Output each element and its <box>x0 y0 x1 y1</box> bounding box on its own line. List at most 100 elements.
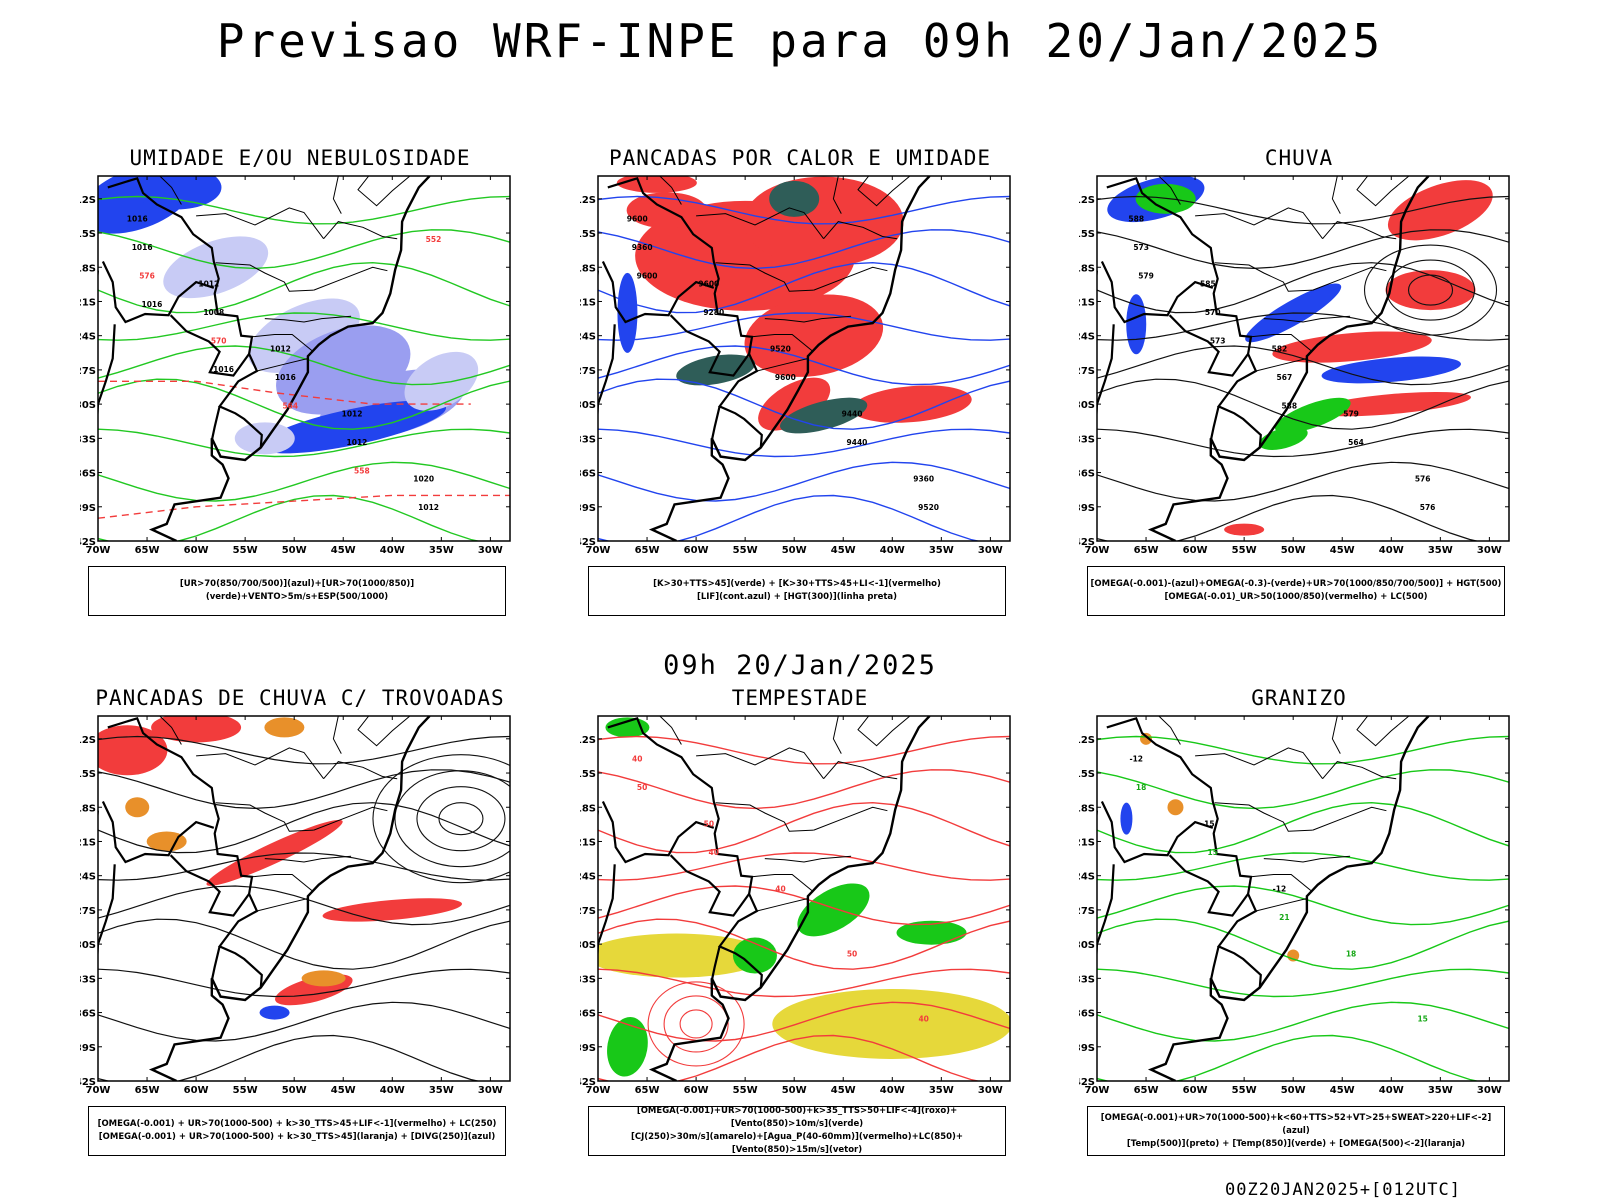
lon-label: 45W <box>831 545 856 556</box>
contour-line <box>598 1034 981 1081</box>
state-border <box>1263 855 1351 863</box>
lat-label: 39S <box>580 503 596 514</box>
contour-line <box>98 195 510 225</box>
lat-label: 21S <box>80 837 96 848</box>
state-border <box>1322 761 1397 780</box>
lat-label: 30S <box>80 400 96 411</box>
contour-label: 40 <box>632 755 642 764</box>
lat-label: 36S <box>580 469 596 480</box>
field-region <box>743 176 904 267</box>
legend-line: [CJ(250)>30m/s](amarelo)+[Agua_P(40-60mm… <box>630 1132 964 1155</box>
panel-title: PANCADAS DE CHUVA C/ TROVOADAS <box>95 686 505 710</box>
contour-line <box>598 312 1010 341</box>
lon-label: 70W <box>86 545 111 556</box>
field-region <box>617 272 638 353</box>
country-border <box>98 864 116 1014</box>
contour-label: 15 <box>1417 1015 1427 1024</box>
contour-label: 1012 <box>270 345 291 354</box>
country-border <box>101 261 215 324</box>
contour-line <box>438 802 484 836</box>
panel-umidade: UMIDADE E/OU NEBULOSIDADE 1016 1012 1012 10… <box>80 146 520 626</box>
lon-label: 30W <box>478 545 503 556</box>
state-border <box>857 176 911 207</box>
contour-line <box>98 345 510 386</box>
contour-line <box>372 754 510 884</box>
contour-label: 588 <box>1128 215 1144 224</box>
state-border <box>332 176 342 214</box>
thickness-line <box>98 494 510 519</box>
state-border <box>159 176 182 205</box>
thickness-line <box>98 380 471 405</box>
state-border <box>264 315 352 323</box>
lon-label: 65W <box>1134 545 1159 556</box>
field-region <box>744 294 884 377</box>
map-layer <box>98 716 510 1081</box>
field-region <box>151 716 242 743</box>
lat-label: 42S <box>80 1077 96 1088</box>
contour-label: 558 <box>354 467 370 476</box>
lon-label: 65W <box>1134 1085 1159 1096</box>
contour-label: 9360 <box>632 243 653 252</box>
lon-label: 70W <box>86 1085 111 1096</box>
map-tempestade: 40 50 40 50 40 50 40 12S 15S 18S 21S 24S 27S 30S 33S 36… <box>580 715 1011 1096</box>
country-border <box>1100 801 1214 864</box>
state-border <box>323 761 398 780</box>
lat-label: 33S <box>1079 434 1095 445</box>
state-border <box>1195 747 1324 779</box>
lon-label: 55W <box>733 1085 758 1096</box>
coastline <box>1147 716 1430 1081</box>
state-border <box>1356 716 1410 747</box>
state-border <box>715 262 814 292</box>
country-border <box>1209 406 1220 441</box>
lat-label: 33S <box>580 974 596 985</box>
lat-label: 27S <box>80 906 96 917</box>
lon-label: 45W <box>331 1085 356 1096</box>
state-border <box>813 806 888 831</box>
contour-line <box>598 801 1010 854</box>
lat-label: 33S <box>80 974 96 985</box>
lat-label: 18S <box>1079 803 1095 814</box>
lon-label: 30W <box>1477 545 1502 556</box>
field-region <box>1272 331 1432 363</box>
state-border <box>756 358 809 372</box>
lon-label: 60W <box>1183 545 1208 556</box>
contour-line <box>1097 1034 1480 1081</box>
state-border <box>1263 315 1351 323</box>
run-timestamp: 00Z20JAN2025+[012UTC] <box>1225 1180 1461 1200</box>
contour-line <box>598 968 1010 998</box>
lon-label: 70W <box>1085 1085 1110 1096</box>
lat-label: 39S <box>580 1043 596 1054</box>
state-border <box>215 262 314 292</box>
lon-label: 40W <box>1379 1085 1404 1096</box>
country-border <box>1168 314 1249 377</box>
country-border <box>1168 854 1249 917</box>
lon-label: 55W <box>233 1085 258 1096</box>
lat-label: 12S <box>80 195 96 206</box>
lat-label: 24S <box>1079 872 1095 883</box>
legend-box: [OMEGA(-0.001)-(azul)+OMEGA(-0.3)-(verde… <box>1087 566 1505 616</box>
contour-line <box>1097 968 1509 998</box>
contour-line <box>598 428 1010 458</box>
contour-label: 40 <box>709 848 719 857</box>
map-chuva: 588 585 582 579 576 573 570 567 564 576 579 573 588 1… <box>1079 175 1510 556</box>
state-border <box>659 716 682 745</box>
map-frame <box>97 715 511 1082</box>
panel-tempestade: TEMPESTADE 40 50 40 50 40 50 40 12S 15S 18S 21S 24S… <box>580 686 1020 1166</box>
contour-label: 570 <box>211 337 227 346</box>
lon-label: 50W <box>782 1085 807 1096</box>
country-border <box>1106 176 1262 448</box>
state-border <box>751 334 813 351</box>
contour-line <box>98 1001 510 1042</box>
panel-title: TEMPESTADE <box>731 686 869 710</box>
lon-label: 55W <box>733 545 758 556</box>
panel-title: CHUVA <box>1264 146 1334 170</box>
lat-label: 42S <box>580 537 596 548</box>
field-region <box>607 1017 648 1077</box>
state-border <box>1214 262 1313 292</box>
contour-label: 570 <box>1205 308 1221 317</box>
state-border <box>1214 802 1313 832</box>
contour-line <box>598 735 1010 765</box>
field-region <box>598 933 767 978</box>
field-region <box>1126 294 1147 355</box>
contour-line <box>1363 244 1498 336</box>
